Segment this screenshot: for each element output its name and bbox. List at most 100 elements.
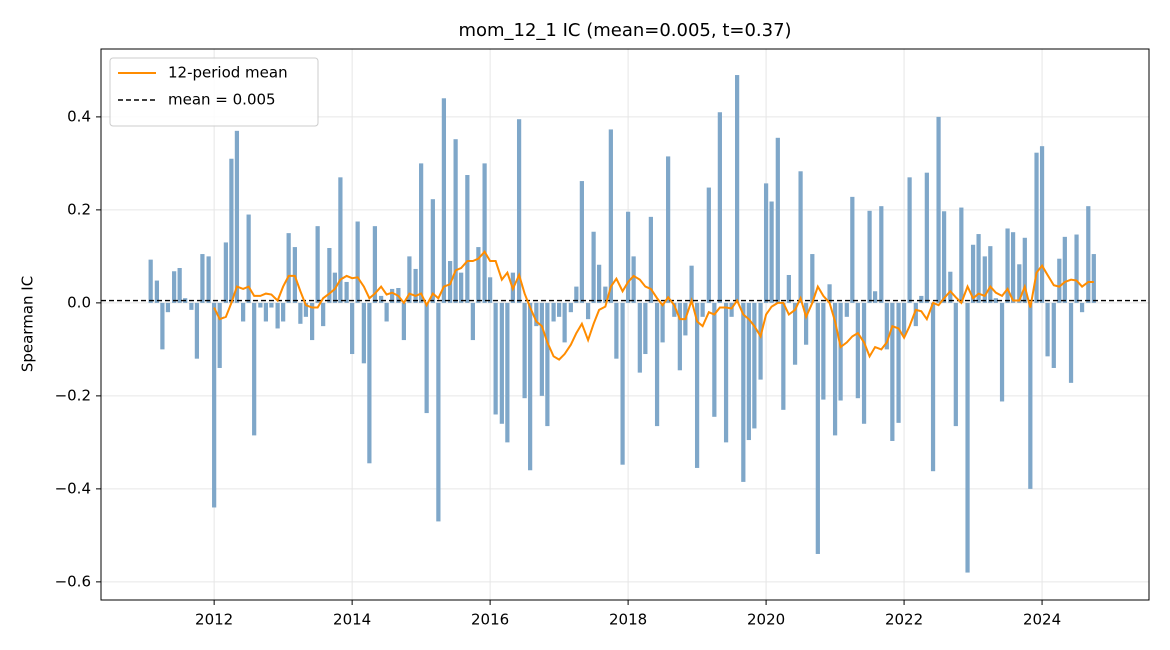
bar (579, 181, 584, 303)
bar (505, 302, 510, 443)
bar (988, 246, 993, 303)
bar (1074, 234, 1079, 303)
bar (999, 302, 1005, 402)
bar (660, 302, 665, 343)
bar (769, 201, 774, 303)
bar (717, 112, 722, 303)
bar (620, 302, 625, 465)
y-tick-label: −0.6 (55, 572, 91, 590)
bar (712, 302, 717, 417)
bar (643, 302, 648, 355)
bar (827, 284, 832, 303)
bar (1062, 236, 1067, 303)
bar (1028, 302, 1033, 489)
legend-label: 12-period mean (168, 64, 288, 82)
bar (625, 211, 631, 303)
bar (1039, 146, 1045, 303)
y-tick-label: 0.0 (67, 293, 91, 311)
bar (763, 183, 769, 303)
bar (965, 302, 970, 573)
bar (1079, 302, 1085, 313)
bar (194, 302, 200, 359)
bar (557, 302, 562, 317)
bar (493, 302, 498, 415)
bar (890, 302, 895, 441)
chart-title: mom_12_1 IC (mean=0.005, t=0.37) (458, 20, 791, 41)
bar (867, 210, 872, 303)
bar (528, 302, 533, 471)
bar (551, 302, 556, 322)
bar (212, 302, 217, 508)
bar (217, 302, 222, 368)
bar (327, 248, 332, 303)
bar (608, 129, 613, 303)
bar (1034, 152, 1039, 303)
bar (223, 242, 228, 303)
bar (407, 256, 412, 303)
bar (591, 231, 596, 303)
x-tick-label: 2018 (609, 611, 647, 629)
bar (154, 280, 159, 303)
bar (936, 116, 941, 303)
bar (844, 302, 849, 317)
bar (786, 274, 791, 303)
bar (706, 187, 711, 303)
bar (1057, 258, 1062, 303)
x-tick-label: 2014 (333, 611, 371, 629)
bar (499, 302, 504, 424)
bar (488, 277, 493, 303)
bar (177, 268, 182, 303)
bar (545, 302, 550, 427)
bar (229, 158, 234, 303)
bar (246, 214, 251, 303)
bar (430, 199, 435, 303)
line (213, 250, 1094, 361)
bar (970, 244, 976, 303)
bar (160, 302, 165, 350)
bar (838, 302, 843, 401)
bar (441, 98, 447, 303)
y-axis-label: Spearman IC (19, 276, 37, 372)
bar (924, 172, 929, 303)
bar (562, 302, 567, 343)
bar (758, 302, 763, 380)
bar (310, 302, 315, 341)
bar (821, 302, 826, 400)
bar (832, 302, 838, 436)
bar (303, 302, 309, 317)
bar (884, 302, 889, 350)
bar (390, 288, 395, 303)
bar (993, 298, 998, 303)
bar (482, 163, 487, 303)
bar (959, 207, 964, 303)
bar (516, 119, 522, 303)
bar (286, 233, 291, 303)
bar (585, 302, 591, 320)
bar (694, 302, 700, 468)
bar (298, 302, 303, 324)
bar (746, 302, 751, 441)
bar (200, 254, 205, 303)
y-tick-label: 0.4 (67, 107, 91, 125)
bar (465, 175, 470, 303)
bar (263, 302, 269, 322)
bar (919, 295, 924, 303)
bar (648, 216, 653, 303)
bar (189, 302, 194, 310)
bar (1051, 302, 1056, 368)
bar (879, 206, 884, 303)
bar (206, 256, 211, 303)
x-tick-label: 2020 (747, 611, 785, 629)
bar (539, 302, 544, 396)
bar (269, 302, 274, 308)
bar (355, 221, 360, 303)
bar (677, 302, 682, 371)
bar (1086, 206, 1091, 303)
x-tick-label: 2012 (195, 611, 233, 629)
bar (534, 302, 539, 327)
legend-label: mean = 0.005 (168, 91, 276, 109)
bar (752, 302, 757, 429)
bar (413, 268, 418, 303)
bar (631, 256, 636, 303)
bar (982, 256, 987, 303)
